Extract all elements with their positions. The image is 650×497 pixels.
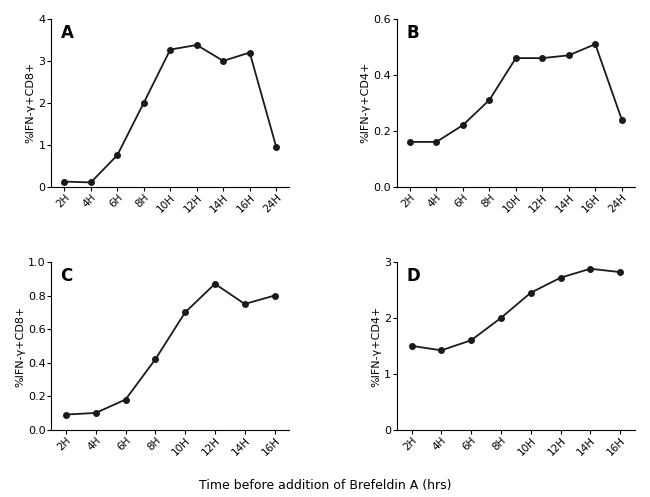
Text: A: A (60, 24, 73, 42)
Text: D: D (406, 267, 420, 285)
Text: Time before addition of Brefeldin A (hrs): Time before addition of Brefeldin A (hrs… (199, 479, 451, 492)
Text: B: B (406, 24, 419, 42)
Text: C: C (60, 267, 73, 285)
Y-axis label: %IFN-γ+CD4+: %IFN-γ+CD4+ (361, 62, 370, 144)
Y-axis label: %IFN-γ+CD8+: %IFN-γ+CD8+ (25, 62, 36, 144)
Y-axis label: %IFN-γ+CD8+: %IFN-γ+CD8+ (15, 305, 25, 387)
Y-axis label: %IFN-γ+CD4+: %IFN-γ+CD4+ (371, 305, 381, 387)
